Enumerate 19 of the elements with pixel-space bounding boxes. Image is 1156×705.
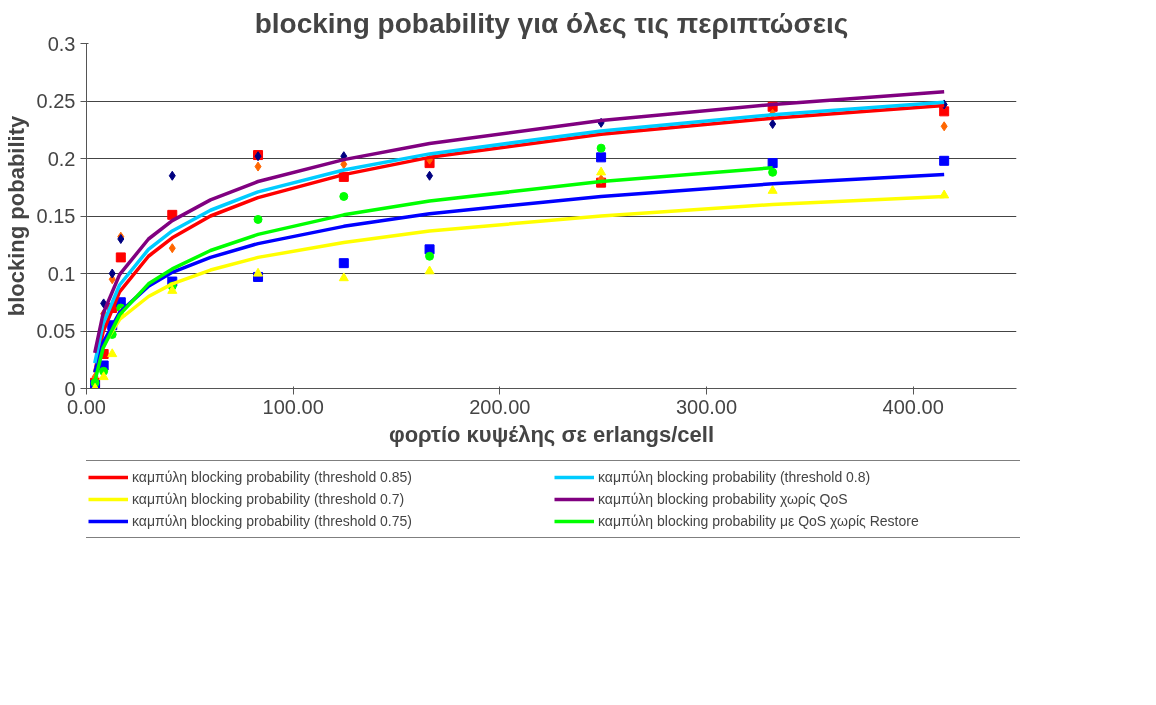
y-tick-label: 0.05 xyxy=(36,320,76,342)
y-axis-title: blocking pobability xyxy=(3,115,29,317)
x-axis-title: φορτίο κυψέλης σε erlangs/cell xyxy=(388,421,715,447)
chart-title: blocking pobability για όλες τις περιπτώσεις xyxy=(254,7,849,39)
x-tick-label: 100.00 xyxy=(262,395,324,418)
y-tick-label: 0.15 xyxy=(36,205,76,227)
y-tick-label: 0.2 xyxy=(47,147,76,170)
x-tick-label: 200.00 xyxy=(469,395,531,418)
x-tick-label: 300.00 xyxy=(675,395,738,418)
legend-label: καμπύλη blocking probability χωρίς QoS xyxy=(598,491,849,507)
y-tick-label: 0.1 xyxy=(47,262,76,285)
y-tick-label: 0.25 xyxy=(36,90,76,112)
legend-label: καμπύλη blocking probability (threshold 0.85) xyxy=(132,469,413,485)
legend-label: καμπύλη blocking probability (threshold 0.75) xyxy=(132,513,413,529)
x-tick-label: 400.00 xyxy=(882,395,944,418)
legend-label: καμπύλη blocking probability με QoS χωρίς Restore xyxy=(598,513,920,529)
y-tick-label: 0.3 xyxy=(47,32,76,55)
legend-label: καμπύλη blocking probability (threshold 0.8) xyxy=(598,469,872,485)
legend-label: καμπύλη blocking probability (threshold 0.7) xyxy=(132,491,406,507)
